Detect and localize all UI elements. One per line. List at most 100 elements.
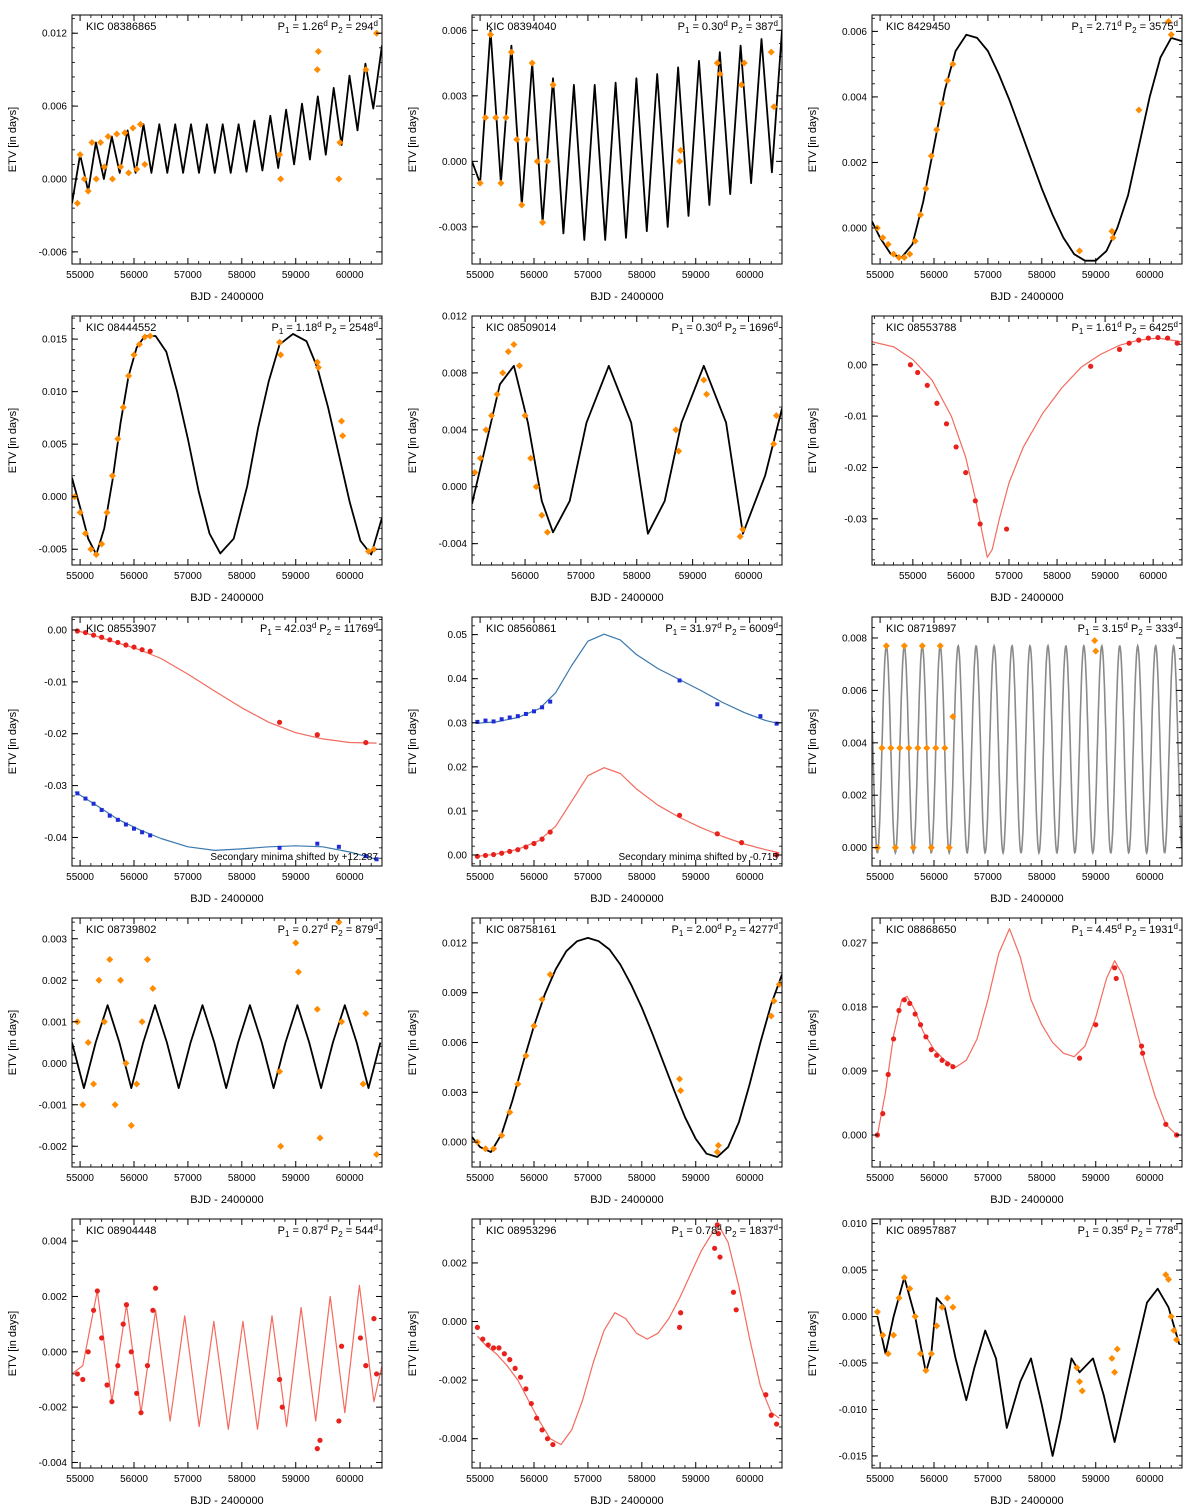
data-point [538,995,546,1003]
series-line-model [72,333,382,556]
data-point [90,1307,97,1313]
x-tick-label: 56000 [511,571,539,582]
data-point [770,997,778,1005]
data-point [106,956,114,963]
y-tick-label: 0.00 [448,850,468,861]
data-point [1111,1368,1119,1376]
data-point [767,48,775,56]
data-point [901,997,907,1003]
data-point [900,1274,908,1282]
data-point [676,1324,683,1330]
x-tick-label: 60000 [336,270,364,281]
x-tick-label: 57000 [995,571,1023,582]
series-line-model [72,45,382,204]
data-point [936,642,944,650]
x-tick-label: 59000 [1082,270,1110,281]
data-point [675,447,683,455]
data-point [923,744,931,752]
x-tick-label: 58000 [628,872,656,883]
data-point [315,841,320,846]
data-point [363,1363,369,1369]
x-tick-label: 58000 [623,571,651,582]
y-tick-label: -0.005 [839,1359,868,1370]
data-point [1088,363,1094,369]
data-point [483,718,488,723]
data-point [772,412,780,420]
data-point [1167,31,1175,39]
panel-title: KIC 08868650 [886,924,956,936]
y-tick-label: 0.000 [42,174,67,185]
data-point [146,332,154,340]
x-tick-label: 60000 [336,1173,364,1184]
data-point [1091,637,1099,645]
x-tick-label: 58000 [628,1474,656,1485]
data-point [512,1365,518,1371]
series-line-model [476,1227,780,1446]
data-point [513,136,521,143]
data-point [736,533,744,541]
y-tick-label: -0.002 [439,1376,468,1387]
data-point [292,939,300,947]
x-axis-label: BJD - 2400000 [590,1194,663,1206]
data-point [374,1371,380,1377]
data-point [123,822,128,827]
data-point [906,250,914,258]
data-point [485,1342,491,1348]
data-point [99,1335,105,1341]
series-line-model [872,337,1182,558]
data-point [507,715,512,720]
data-point [927,1350,935,1358]
panel-title: KIC 08719897 [886,623,956,635]
data-point [518,201,526,209]
data-point [338,1018,346,1026]
plot-area [72,29,382,207]
plot-frame [871,917,1183,1168]
x-tick-label: 59000 [1082,872,1110,883]
y-tick-label: 0.012 [442,938,467,949]
data-point [98,540,106,548]
data-point [496,1345,502,1351]
data-point [109,1399,115,1405]
x-tick-label: 56000 [947,571,975,582]
data-point [1138,1043,1145,1049]
data-point [1136,337,1142,343]
y-tick-label: 0.004 [442,425,467,436]
data-point [104,132,112,140]
x-tick-label: 55000 [866,1173,894,1184]
series-line-model [472,364,782,535]
x-tick-label: 59000 [282,1173,310,1184]
series-line-secondary-model [477,633,780,725]
data-point [82,629,89,636]
x-tick-label: 59000 [282,571,310,582]
plot-frame [471,616,783,867]
y-tick-label: 0.002 [42,976,67,987]
data-point [918,642,926,650]
y-tick-label: -0.02 [44,729,67,740]
y-tick-label: 0.012 [442,312,467,323]
data-point [1170,1326,1178,1334]
y-tick-label: 0.008 [842,633,867,644]
data-point [499,850,505,856]
x-tick-label: 59000 [682,1173,710,1184]
y-tick-label: 0.003 [442,91,467,102]
x-tick-label: 55000 [66,1474,94,1485]
plot-area [874,928,1180,1138]
data-point [938,1303,946,1311]
data-point [506,1108,514,1116]
data-point [488,412,496,420]
data-point [895,1294,903,1302]
data-point [277,351,285,359]
x-tick-label: 55000 [466,1173,494,1184]
data-point [713,59,721,67]
panel-kic-08560861: 55000 56000 57000 58000 59000 60000 0.00 0.01 0.… [407,616,783,905]
x-tick-label: 58000 [1028,1474,1056,1485]
data-point [915,369,921,376]
series-line-model [72,1284,382,1430]
y-tick-label: 0.006 [842,27,867,38]
series-line-primary-model [477,767,780,857]
data-point [1135,106,1143,114]
data-point [476,179,484,187]
data-point [85,1349,91,1355]
data-point [924,382,930,388]
data-point [943,77,951,85]
